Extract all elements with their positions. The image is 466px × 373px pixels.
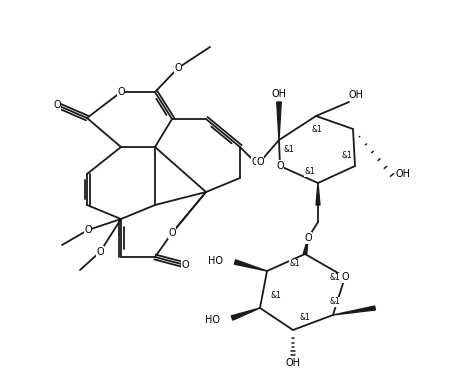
- Text: O: O: [256, 157, 264, 167]
- Text: O: O: [174, 63, 182, 73]
- Text: &1: &1: [312, 125, 322, 135]
- Text: O: O: [84, 225, 92, 235]
- Text: O: O: [304, 233, 312, 243]
- Text: &1: &1: [342, 150, 352, 160]
- Text: OH: OH: [349, 90, 363, 100]
- Text: O: O: [251, 157, 259, 167]
- Text: &1: &1: [300, 313, 310, 322]
- Text: O: O: [168, 228, 176, 238]
- Polygon shape: [303, 238, 308, 254]
- Polygon shape: [277, 102, 281, 140]
- Polygon shape: [234, 260, 267, 271]
- Polygon shape: [231, 308, 260, 320]
- Text: &1: &1: [305, 167, 315, 176]
- Text: HO: HO: [208, 256, 223, 266]
- Text: O: O: [341, 272, 349, 282]
- Text: &1: &1: [329, 273, 340, 282]
- Text: O: O: [53, 100, 61, 110]
- Text: OH: OH: [396, 169, 411, 179]
- Text: O: O: [276, 161, 284, 171]
- Text: OH: OH: [286, 358, 301, 368]
- Text: &1: &1: [329, 298, 340, 307]
- Text: O: O: [96, 247, 104, 257]
- Polygon shape: [333, 306, 375, 315]
- Text: OH: OH: [272, 89, 287, 99]
- Text: HO: HO: [205, 315, 220, 325]
- Text: &1: &1: [284, 144, 295, 154]
- Text: O: O: [117, 87, 125, 97]
- Text: O: O: [181, 260, 189, 270]
- Text: &1: &1: [271, 291, 281, 300]
- Text: &1: &1: [290, 260, 301, 269]
- Polygon shape: [316, 183, 320, 205]
